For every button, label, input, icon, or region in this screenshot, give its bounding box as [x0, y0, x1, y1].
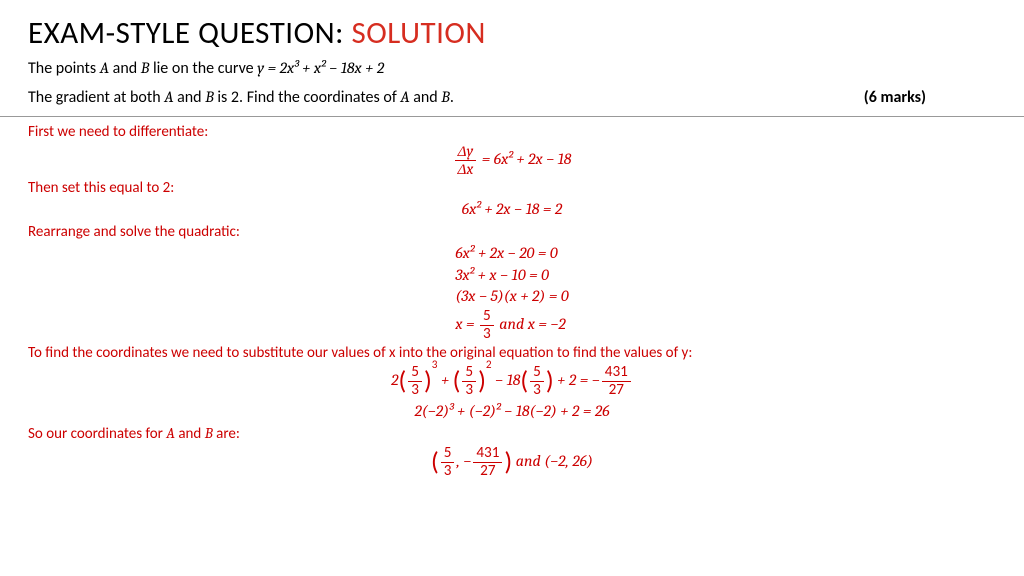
cf1d: 3 [441, 463, 455, 480]
sub1-plus: + [437, 371, 452, 389]
lp2: ( [453, 365, 461, 396]
c-and: and (−2, 26) [512, 452, 593, 470]
rp1: ) [424, 365, 432, 396]
point-a: A [100, 59, 109, 77]
lp1: ( [399, 365, 407, 396]
n431: 431 [602, 364, 631, 382]
sub1-m18: − 18 [492, 371, 521, 389]
eq-coords: (53, −43127) and (−2, 26) [28, 445, 996, 479]
step-4-label: To find the coordinates we need to subst… [28, 344, 996, 362]
quad-lines: 6x² + 2x − 20 = 0 3x² + x − 10 = 0 (3x −… [455, 243, 568, 342]
xsol-and: and x = −2 [496, 315, 566, 333]
cf1n: 5 [441, 445, 455, 463]
n27: 27 [602, 382, 631, 399]
step-2-label: Then set this equal to 2: [28, 179, 996, 197]
sub1-2: 2 [391, 371, 398, 389]
page-title: EXAM-STYLE QUESTION: SOLUTION [28, 14, 996, 52]
s5-a: A [166, 424, 175, 442]
cf2d: 27 [473, 463, 502, 480]
clp: ( [431, 447, 439, 478]
divider-rule [0, 116, 1024, 117]
f3d: 3 [530, 382, 544, 399]
question-line-2: The gradient at both A and B is 2. Find … [28, 85, 996, 110]
title-black: EXAM-STYLE QUESTION: [28, 14, 351, 52]
cf2: 43127 [473, 445, 502, 479]
s5-pre: So our coordinates for [28, 425, 166, 443]
eq-derivative: Δy Δx = 6x² + 2x − 18 [28, 143, 996, 177]
square: 2 [486, 358, 492, 372]
frac-dydx: Δy Δx [455, 143, 477, 177]
point-b2: B [205, 88, 214, 106]
s5-b: B [205, 424, 213, 442]
q2-mid: is 2. Find the coordinates of [214, 88, 401, 107]
n3: 3 [480, 326, 494, 343]
q2-end: . [450, 88, 454, 107]
frac-5-3: 53 [480, 308, 494, 342]
title-red: SOLUTION [351, 14, 485, 52]
point-a3: A [400, 88, 409, 106]
q1-pre: The points [28, 59, 100, 78]
cf1: 53 [441, 445, 455, 479]
cube: 3 [432, 358, 438, 372]
q-line1: 6x² + 2x − 20 = 0 [455, 244, 557, 262]
deriv-rhs: = 6x² + 2x − 18 [478, 150, 571, 168]
f2d: 3 [462, 382, 476, 399]
eq-quadratic-block: 6x² + 2x − 20 = 0 3x² + x − 10 = 0 (3x −… [28, 243, 996, 342]
q2-pre: The gradient at both [28, 88, 164, 107]
solution-body: First we need to differentiate: Δy Δx = … [28, 123, 996, 480]
dx: Δx [455, 161, 477, 178]
f431: 43127 [602, 364, 631, 398]
eq-set2: 6x² + 2x − 18 = 2 [28, 199, 996, 221]
marks-label: (6 marks) [864, 86, 996, 110]
eq-sub1: 2(53)3 + (53)2 − 18(53) + 2 = −43127 [28, 364, 996, 398]
rp2: ) [478, 365, 486, 396]
q-line3: (3x − 5)(x + 2) = 0 [455, 287, 568, 305]
sub1-eq: + 2 = − [554, 371, 600, 389]
n5: 5 [480, 308, 494, 326]
step-3-label: Rearrange and solve the quadratic: [28, 223, 996, 241]
f2n: 5 [462, 364, 476, 382]
step-1-label: First we need to differentiate: [28, 123, 996, 141]
rp3: ) [546, 365, 554, 396]
f1d: 3 [408, 382, 422, 399]
dy: Δy [455, 143, 477, 161]
eq-sub2: 2(−2)³ + (−2)² − 18(−2) + 2 = 26 [28, 401, 996, 423]
f2: 53 [462, 364, 476, 398]
f1: 53 [408, 364, 422, 398]
step-5-label: So our coordinates for A and B are: [28, 424, 996, 443]
f3n: 5 [530, 364, 544, 382]
f1n: 5 [408, 364, 422, 382]
q2-text: The gradient at both A and B is 2. Find … [28, 85, 454, 110]
question-line-1: The points A and B lie on the curve y = … [28, 56, 996, 81]
q1-and: and [109, 59, 141, 78]
lp3: ( [520, 365, 528, 396]
cf2n: 431 [473, 445, 502, 463]
curve-eq: y = 2x³ + x² − 18x + 2 [257, 59, 384, 77]
c-comma: , − [456, 452, 471, 470]
f3: 53 [530, 364, 544, 398]
q2-and2: and [410, 88, 442, 107]
point-b3: B [441, 88, 450, 106]
s5-end: are: [213, 425, 240, 443]
s5-mid: and [175, 425, 205, 443]
xsol-pre: x = [455, 315, 478, 333]
q-line2: 3x² + x − 10 = 0 [455, 266, 549, 284]
q1-mid: lie on the curve [149, 59, 257, 78]
q2-and: and [173, 88, 205, 107]
